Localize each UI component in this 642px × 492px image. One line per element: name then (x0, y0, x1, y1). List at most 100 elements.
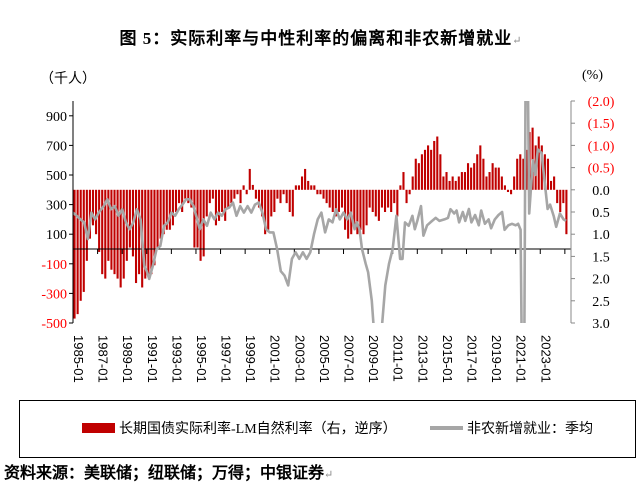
bar (328, 189, 331, 208)
bar (147, 189, 150, 275)
bar (460, 172, 463, 190)
bar (279, 189, 282, 204)
bar (565, 189, 568, 235)
bar (491, 163, 494, 190)
bar (408, 189, 411, 195)
bar (236, 189, 239, 195)
left-tick-label: -500 (41, 317, 67, 332)
bar (264, 189, 267, 235)
bar (113, 189, 116, 275)
bar (393, 189, 396, 204)
right-tick-label: 3.0 (592, 317, 610, 332)
right-tick-label: (1.0) (588, 139, 615, 154)
x-tick-label: 2013-01 (415, 335, 430, 383)
return-mark: ↵ (512, 35, 523, 47)
bar (82, 189, 85, 292)
bar (488, 172, 491, 190)
bar (85, 189, 88, 261)
bar (128, 189, 131, 248)
chart-title: 图 5：实际利率与中性利率的偏离和非农新增就业↵ (0, 24, 642, 49)
bar (396, 189, 399, 217)
legend-item-line: 非农新增就业：季均 (430, 418, 593, 438)
bar (451, 176, 454, 190)
bar (503, 185, 506, 190)
right-tick-label: 2.0 (592, 273, 610, 288)
bar (368, 189, 371, 208)
right-tick-label: 0.0 (592, 184, 610, 199)
x-tick-label: 2023-01 (538, 335, 553, 383)
bar (184, 189, 187, 199)
bar (285, 189, 288, 204)
bar (430, 149, 433, 190)
bar (347, 189, 350, 239)
bar (405, 189, 408, 204)
bar (433, 140, 436, 190)
bar (414, 158, 417, 190)
x-tick-label: 1989-01 (120, 335, 135, 383)
bar (497, 167, 500, 190)
bar (506, 189, 510, 193)
bar (233, 189, 236, 199)
bar (374, 189, 377, 217)
bar (134, 189, 138, 284)
chart-title-text: 图 5：实际利率与中性利率的偏离和非农新增就业 (119, 29, 513, 48)
source-text: 资料来源：美联储；纽联储；万得；中银证券 (4, 465, 325, 482)
bar (445, 172, 448, 190)
x-tick-label: 1997-01 (219, 335, 234, 383)
bar (325, 189, 328, 204)
left-tick-label: 100 (46, 228, 67, 243)
bar (168, 189, 171, 230)
bar (479, 145, 482, 190)
bar (470, 167, 473, 190)
bar (202, 189, 205, 257)
bar (174, 189, 178, 212)
bar (208, 189, 211, 204)
left-tick-label: -300 (41, 287, 67, 302)
x-tick-label: 2021-01 (514, 335, 529, 383)
bar (91, 189, 95, 226)
x-tick-label: 1991-01 (145, 335, 160, 383)
right-tick-label: (2.0) (588, 95, 615, 110)
x-tick-label: 2019-01 (489, 335, 504, 383)
legend-swatch-line (430, 426, 463, 430)
legend-label-bar: 长期国债实际利率-LM自然利率（右，逆序） (119, 422, 397, 437)
bar (156, 189, 159, 248)
bar (337, 189, 340, 212)
bar (371, 189, 374, 212)
bar (171, 189, 174, 226)
bar (205, 189, 208, 217)
legend-swatch-bar (82, 423, 115, 433)
right-tick-label: 1.0 (592, 228, 610, 243)
bar (331, 189, 334, 212)
bar (282, 189, 285, 195)
left-tick-label: 700 (46, 139, 67, 154)
x-tick-label: 2009-01 (366, 335, 381, 383)
bar (116, 189, 119, 279)
bar (439, 154, 442, 190)
bar (242, 185, 245, 190)
bar (217, 189, 221, 221)
bar (442, 176, 445, 190)
bar (181, 189, 184, 212)
bar (516, 158, 519, 190)
bar (466, 163, 470, 190)
bar (546, 158, 550, 190)
bar (297, 185, 301, 190)
bar (101, 189, 104, 275)
bar (427, 145, 430, 190)
x-tick-label: 1993-01 (169, 335, 184, 383)
bar (110, 189, 113, 270)
legend-item-bar: 长期国债实际利率-LM自然利率（右，逆序） (82, 418, 397, 438)
bar (420, 154, 423, 190)
bar (463, 172, 467, 190)
x-tick-label: 1985-01 (71, 335, 86, 383)
bar (159, 189, 162, 239)
bar (334, 189, 337, 217)
bar (304, 168, 307, 190)
bar (476, 154, 479, 190)
bar (270, 189, 273, 217)
bar (138, 189, 141, 275)
x-tick-label: 1999-01 (243, 335, 258, 383)
bar (482, 158, 485, 190)
